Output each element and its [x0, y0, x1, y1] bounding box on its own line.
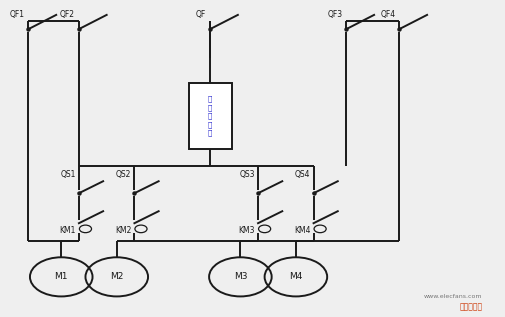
Text: QS4: QS4: [294, 170, 310, 178]
Text: KM4: KM4: [293, 226, 310, 235]
Text: 电子发烧友: 电子发烧友: [459, 302, 482, 312]
Text: 變
頻
調
速
器: 變 頻 調 速 器: [208, 95, 212, 136]
Text: QF3: QF3: [327, 10, 342, 19]
Text: KM1: KM1: [60, 226, 76, 235]
Text: QS2: QS2: [116, 170, 131, 178]
Text: QF2: QF2: [60, 10, 75, 19]
Text: KM3: KM3: [238, 226, 255, 235]
Text: M2: M2: [110, 272, 123, 281]
Text: QF: QF: [195, 10, 206, 19]
Text: M4: M4: [289, 272, 302, 281]
Text: M3: M3: [233, 272, 246, 281]
Text: www.elecfans.com: www.elecfans.com: [423, 294, 482, 299]
Text: KM2: KM2: [115, 226, 131, 235]
Text: QF4: QF4: [379, 10, 394, 19]
Text: QS1: QS1: [61, 170, 76, 178]
Text: QS3: QS3: [239, 170, 255, 178]
Text: QF1: QF1: [10, 10, 24, 19]
Text: M1: M1: [55, 272, 68, 281]
Bar: [188, 83, 231, 149]
